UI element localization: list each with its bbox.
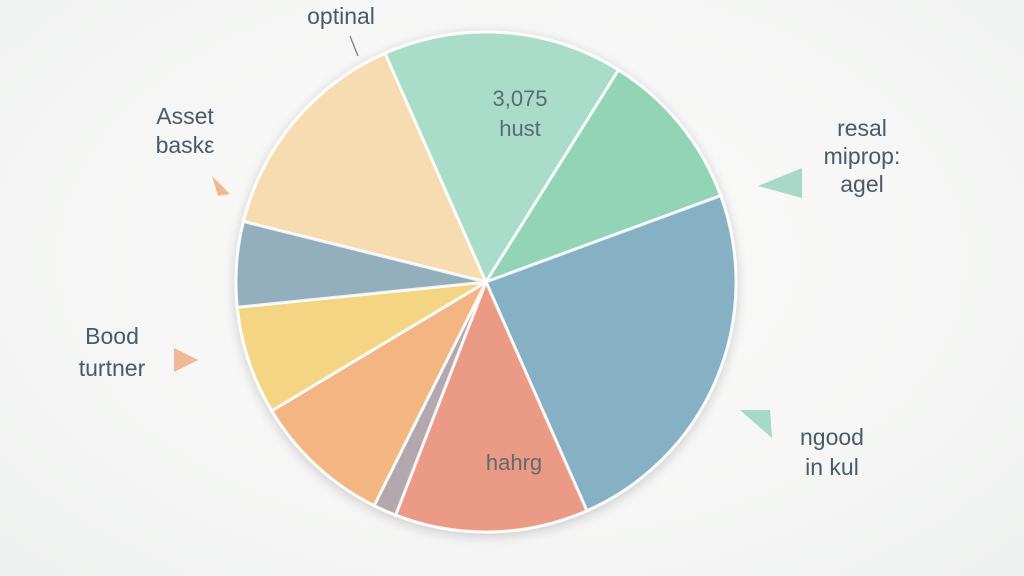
pointer-optinal (349, 35, 359, 57)
pointer-ngood (740, 410, 772, 438)
slice-label-2: resal miprop: agel (824, 115, 901, 197)
slice-label-5: Bood turtner (79, 323, 146, 381)
pie-slices (234, 30, 738, 534)
slice-label-3: ngood in kul (800, 424, 864, 480)
slice-label-4: hahrg (486, 450, 542, 475)
slice-label-line: resal (837, 115, 887, 141)
slice-label-line: turtner (79, 355, 146, 381)
slice-label-line: 3,075 (492, 86, 547, 111)
slice-label-8: Asset baskε (156, 103, 215, 158)
slice-label-1: 3,075 hust (492, 86, 547, 141)
slice-label-9: optinal (307, 3, 375, 29)
slice-label-line: agel (840, 171, 883, 197)
slice-label-line: in kul (805, 454, 859, 480)
slice-label-line: hust (499, 116, 541, 141)
slice-label-line: ngood (800, 424, 864, 450)
slice-label-line: optinal (307, 3, 375, 29)
slice-label-line: miprop: (824, 143, 901, 169)
pointer-bood (174, 348, 198, 372)
slice-label-line: baskε (156, 132, 215, 158)
label-pointers (174, 35, 802, 438)
pie-rim (235, 31, 737, 533)
pointer-asset (212, 176, 230, 196)
slice-label-line: hahrg (486, 450, 542, 475)
pointer-resal (758, 168, 802, 198)
slice-label-line: Asset (156, 103, 214, 129)
slice-labels: 3,075 hust resal miprop: agel ngood in kul hahr… (79, 3, 901, 480)
slice-label-line: Bood (85, 323, 139, 349)
